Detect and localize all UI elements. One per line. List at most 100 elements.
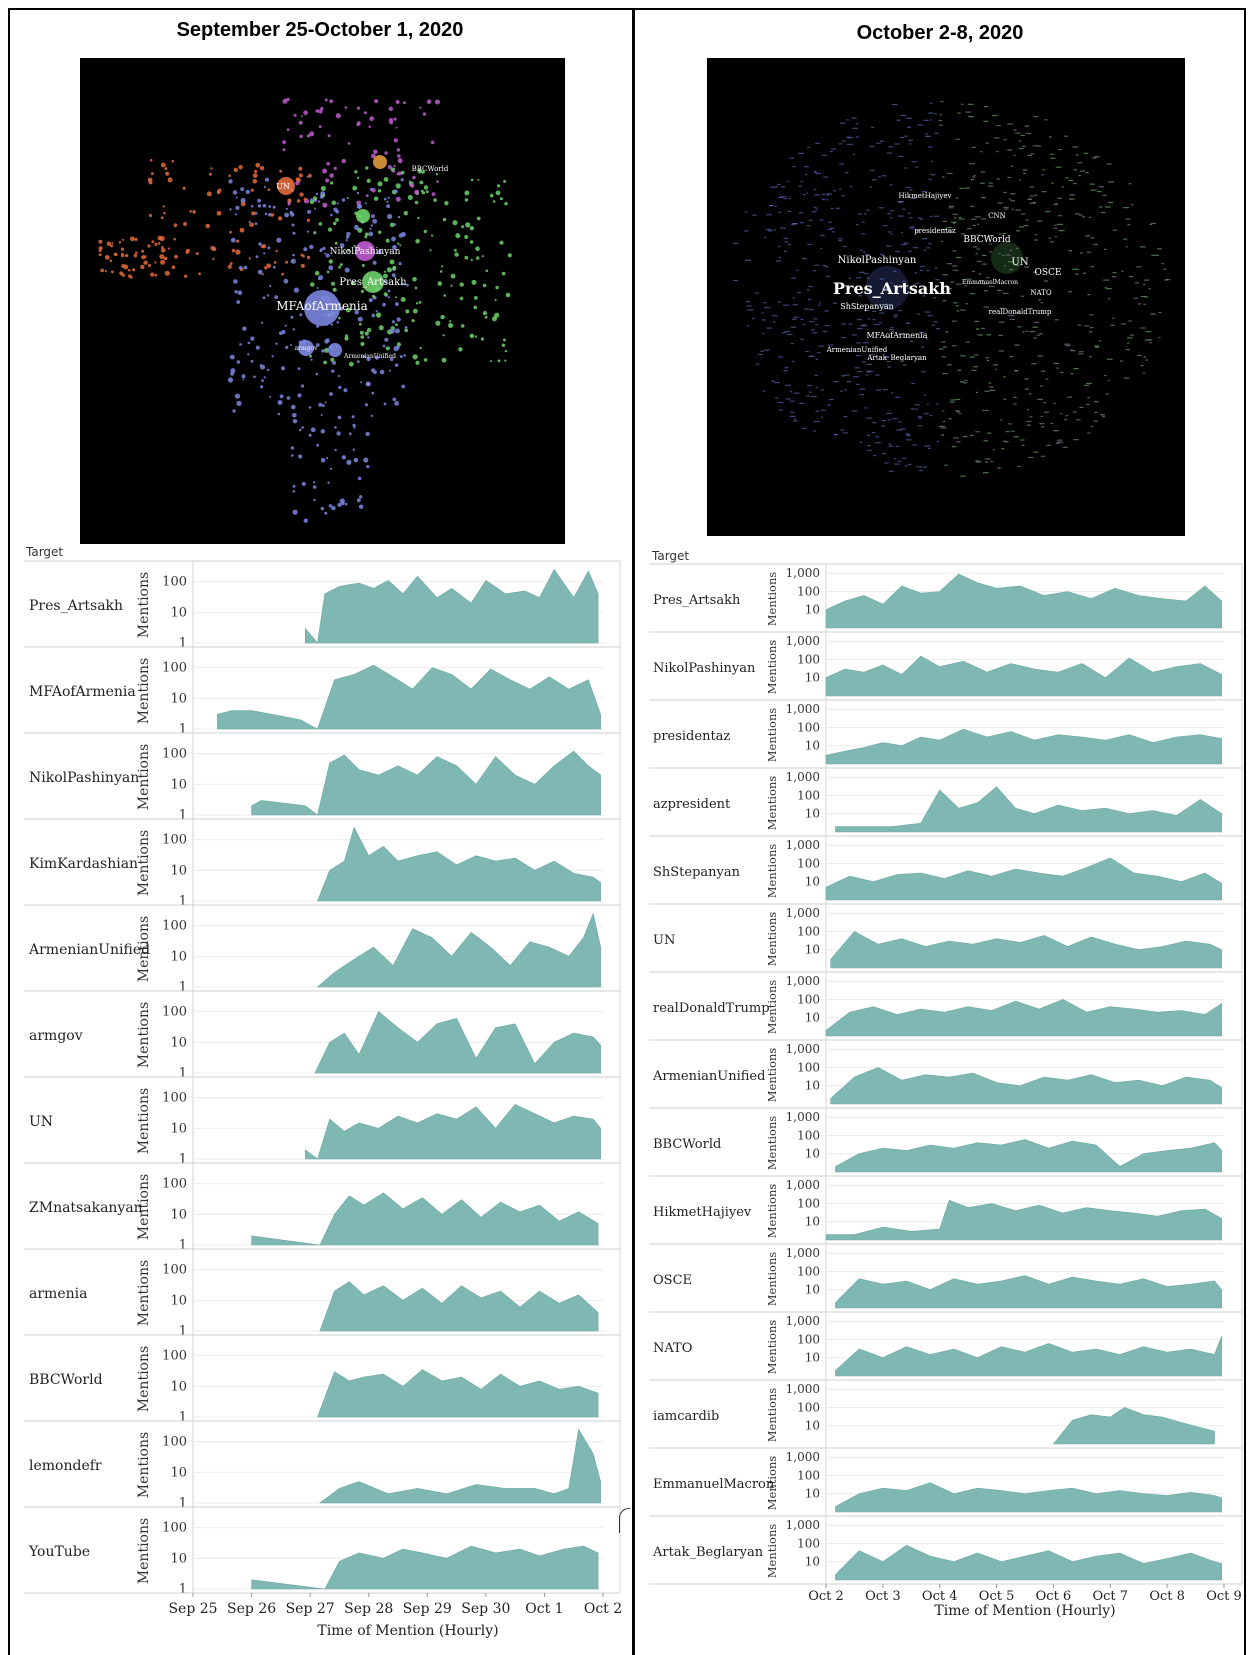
network-node (808, 219, 813, 221)
network-node (266, 294, 270, 297)
network-node (298, 120, 303, 125)
network-node (365, 194, 369, 198)
y-axis-title: Mentions (136, 1260, 152, 1326)
network-node (811, 332, 818, 334)
network-node (257, 198, 261, 203)
network-node (971, 179, 974, 181)
network-node (1105, 393, 1109, 395)
network-node (952, 213, 958, 215)
network-node (229, 262, 233, 266)
network-node (279, 331, 283, 336)
network-node (442, 217, 447, 222)
network-node (775, 260, 782, 262)
network-node (871, 431, 876, 434)
network-node (205, 223, 210, 229)
y-axis-title: Mentions (136, 1432, 152, 1498)
network-node (799, 402, 805, 404)
network-node (1161, 263, 1164, 265)
network-node (1079, 170, 1086, 172)
y-tick-label: 1 (179, 1582, 187, 1597)
network-node (497, 359, 501, 363)
network-node (946, 263, 953, 265)
network-node (359, 330, 364, 335)
network-node (1022, 169, 1028, 171)
network-node (918, 331, 924, 334)
network-node (332, 360, 336, 365)
network-node (912, 284, 917, 286)
network-node (910, 226, 915, 228)
network-node (960, 475, 966, 477)
network-node (1025, 330, 1029, 332)
network-node (366, 327, 372, 333)
network-node (926, 247, 931, 249)
y-tick-label: 1 (179, 1152, 187, 1167)
network-node (264, 212, 268, 216)
network-node (147, 177, 153, 183)
network-node (250, 336, 255, 341)
network-graph-right: Pres_ArtsakhNikolPashinyanShStepanyanMFA… (707, 58, 1185, 536)
network-node (1011, 208, 1014, 210)
network-node (947, 364, 952, 366)
network-node (327, 134, 331, 138)
network-node (988, 182, 993, 184)
network-node (820, 389, 825, 391)
network-node (989, 389, 996, 391)
network-node (1050, 157, 1056, 159)
network-node (956, 310, 960, 312)
network-node (942, 274, 949, 276)
network-node (1070, 373, 1074, 375)
network-node (255, 255, 259, 259)
network-node (866, 277, 870, 279)
network-node (275, 249, 278, 253)
network-node (481, 255, 484, 258)
network-node (377, 189, 382, 193)
network-node (910, 340, 914, 342)
network-node (208, 172, 212, 176)
network-node (474, 335, 478, 338)
network-node (789, 391, 793, 393)
network-node (839, 188, 842, 190)
series-area (314, 1011, 601, 1074)
network-node (1018, 147, 1024, 150)
network-node (1073, 183, 1077, 185)
network-node (891, 103, 898, 106)
network-node (419, 346, 422, 350)
network-node (285, 345, 289, 349)
network-node (329, 99, 333, 103)
network-node (295, 177, 300, 182)
network-node-label: HikmetHajiyev (899, 192, 952, 200)
network-node-label: presidentaz (914, 227, 956, 235)
network-node (921, 191, 928, 193)
series-area (251, 1545, 599, 1590)
y-axis-title: Mentions (136, 916, 152, 982)
network-hub (356, 209, 370, 223)
network-node (887, 366, 891, 368)
network-node (915, 230, 920, 232)
network-node (320, 414, 323, 417)
network-node (982, 263, 987, 265)
network-node (762, 332, 765, 334)
network-graph-left: MFAofArmeniaPres_ArtsakhNikolPashinyanUN… (80, 58, 565, 544)
network-node (352, 185, 358, 191)
network-node (369, 227, 372, 230)
network-node (371, 188, 376, 193)
network-node (840, 390, 843, 392)
network-node (878, 207, 884, 209)
network-hub (304, 290, 340, 326)
network-node (252, 179, 258, 184)
network-node (888, 329, 895, 331)
network-node (855, 383, 860, 385)
network-node (819, 302, 822, 304)
network-node (366, 357, 371, 362)
network-node (1037, 145, 1041, 147)
y-axis-title: Mentions (136, 744, 152, 810)
network-node (324, 98, 328, 102)
network-node (789, 415, 796, 417)
network-node (370, 153, 376, 159)
network-node (274, 295, 279, 300)
row-label: NikolPashinyan (653, 661, 756, 676)
network-node (809, 321, 815, 323)
network-node (1013, 396, 1017, 398)
network-node (1079, 406, 1084, 409)
